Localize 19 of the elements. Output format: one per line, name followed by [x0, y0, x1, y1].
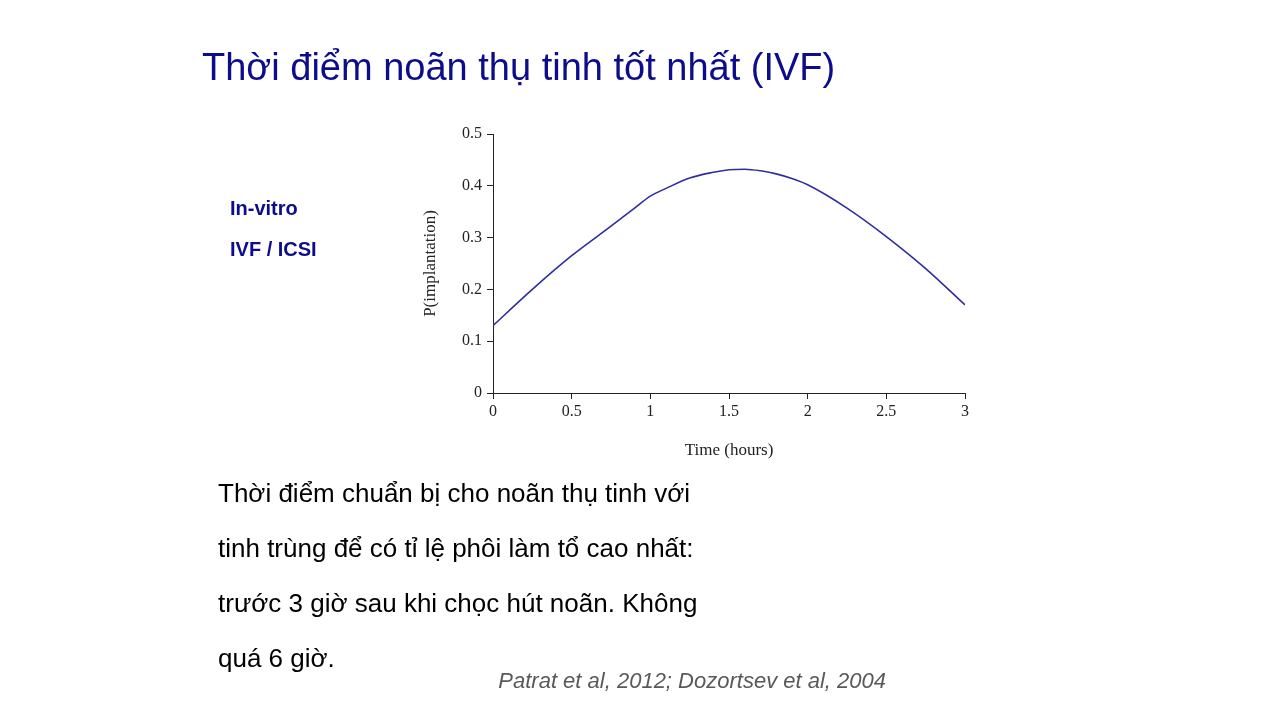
line-series	[493, 168, 965, 327]
x-tick-label: 2	[803, 401, 812, 419]
x-tick-label: 3	[961, 401, 969, 419]
x-tick-label: 2.5	[876, 401, 897, 419]
x-tick-label: 0.5	[561, 401, 582, 419]
chart-title: Thời điểm noãn thụ tinh tốt nhất (IVF)	[202, 46, 836, 89]
y-tick-label: 0.4	[462, 176, 482, 193]
text: IVF / ICSI	[230, 238, 317, 261]
text: In-vitro	[230, 197, 298, 220]
y-tick-label: 0.5	[462, 124, 482, 142]
y-tick-label: 0.2	[462, 279, 482, 297]
x-tick-label: 1.5	[719, 401, 739, 419]
x-axis-title: Time (hours)	[684, 440, 774, 460]
y-tick-label: 0	[474, 383, 482, 401]
y-axis-title: P(implantation)	[419, 210, 439, 317]
x-tick-label: 0	[489, 401, 497, 419]
y-tick-label: 0.1	[462, 331, 482, 349]
x-tick-label: 1	[646, 401, 655, 419]
y-tick-label: 0.3	[462, 227, 482, 245]
